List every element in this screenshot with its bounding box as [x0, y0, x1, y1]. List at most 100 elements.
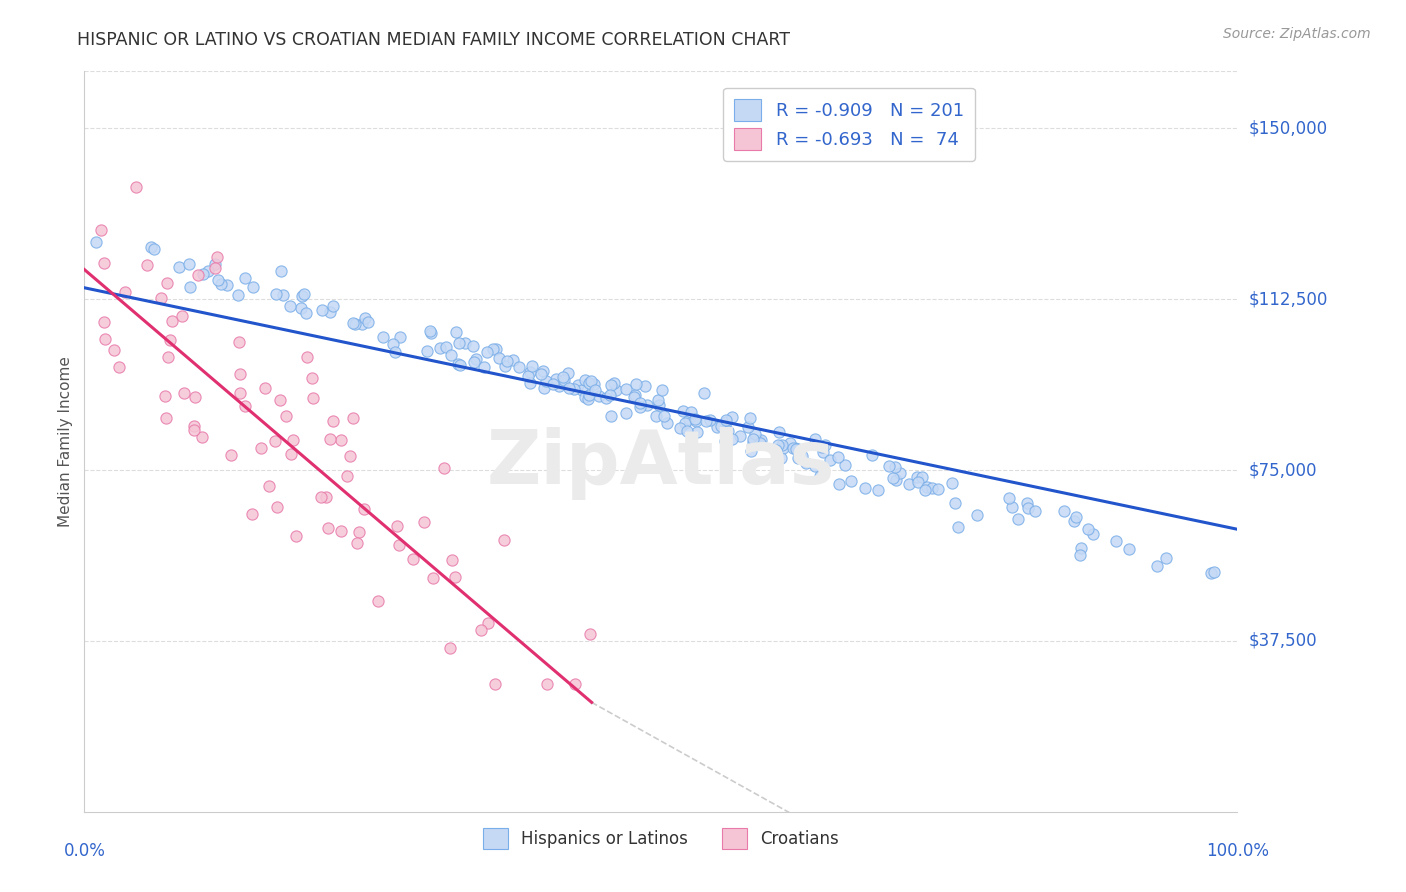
Point: [1069, 548, 1091, 562]
Point: [811, 441, 834, 455]
Point: [897, 476, 920, 491]
Legend: Hispanics or Latinos, Croatians: Hispanics or Latinos, Croatians: [477, 822, 845, 855]
Point: [576, 392, 599, 406]
Point: [463, 339, 485, 353]
Point: [157, 351, 180, 365]
Point: [420, 326, 443, 341]
Point: [600, 378, 623, 392]
Point: [271, 288, 294, 302]
Point: [135, 258, 157, 272]
Point: [748, 434, 770, 449]
Point: [779, 436, 801, 450]
Point: [564, 382, 586, 396]
Point: [142, 242, 165, 256]
Point: [624, 388, 647, 402]
Point: [768, 425, 790, 439]
Point: [160, 313, 183, 327]
Point: [492, 533, 515, 548]
Point: [636, 397, 658, 411]
Point: [814, 438, 837, 452]
Point: [94, 332, 117, 346]
Point: [1105, 534, 1128, 549]
Point: [342, 316, 364, 330]
Point: [412, 515, 434, 529]
Point: [441, 552, 464, 566]
Point: [205, 251, 228, 265]
Point: [422, 571, 444, 585]
Point: [228, 288, 250, 302]
Point: [322, 300, 344, 314]
Point: [883, 459, 905, 474]
Point: [342, 410, 364, 425]
Point: [714, 413, 737, 427]
Point: [1204, 566, 1226, 580]
Point: [740, 443, 762, 458]
Point: [371, 330, 394, 344]
Point: [672, 404, 695, 418]
Point: [603, 376, 626, 390]
Point: [240, 508, 263, 522]
Point: [772, 441, 794, 455]
Point: [179, 279, 201, 293]
Point: [519, 376, 541, 391]
Point: [783, 441, 806, 455]
Point: [281, 434, 304, 448]
Point: [155, 411, 177, 425]
Point: [710, 418, 733, 433]
Point: [651, 383, 673, 397]
Text: $37,500: $37,500: [1249, 632, 1317, 650]
Point: [676, 424, 699, 438]
Point: [614, 382, 637, 396]
Point: [927, 482, 949, 496]
Point: [319, 305, 342, 319]
Point: [889, 467, 911, 481]
Point: [263, 434, 285, 448]
Point: [749, 434, 772, 448]
Point: [433, 460, 456, 475]
Point: [695, 414, 717, 428]
Point: [744, 427, 766, 442]
Point: [295, 351, 318, 365]
Point: [624, 377, 647, 392]
Point: [941, 475, 963, 490]
Point: [229, 385, 252, 400]
Point: [439, 640, 461, 655]
Text: $75,000: $75,000: [1249, 461, 1317, 479]
Point: [517, 368, 540, 383]
Point: [578, 626, 600, 640]
Point: [548, 378, 571, 392]
Point: [242, 280, 264, 294]
Point: [574, 373, 596, 387]
Point: [578, 376, 600, 390]
Point: [588, 389, 610, 403]
Point: [419, 324, 441, 338]
Point: [808, 469, 831, 483]
Point: [1146, 558, 1168, 573]
Point: [177, 257, 200, 271]
Point: [1017, 501, 1039, 516]
Point: [717, 424, 740, 438]
Point: [488, 351, 510, 365]
Point: [329, 524, 352, 538]
Point: [449, 358, 471, 372]
Point: [546, 372, 568, 386]
Point: [623, 390, 645, 404]
Text: 0.0%: 0.0%: [63, 842, 105, 860]
Point: [228, 334, 250, 349]
Point: [291, 289, 314, 303]
Point: [571, 383, 593, 397]
Point: [322, 414, 344, 428]
Point: [553, 375, 575, 389]
Point: [1007, 512, 1029, 526]
Point: [853, 481, 876, 495]
Point: [274, 409, 297, 423]
Point: [578, 388, 600, 402]
Point: [907, 475, 929, 489]
Point: [766, 438, 789, 452]
Point: [191, 267, 214, 281]
Point: [284, 529, 307, 543]
Point: [463, 355, 485, 369]
Point: [266, 500, 288, 514]
Point: [453, 336, 475, 351]
Point: [444, 325, 467, 339]
